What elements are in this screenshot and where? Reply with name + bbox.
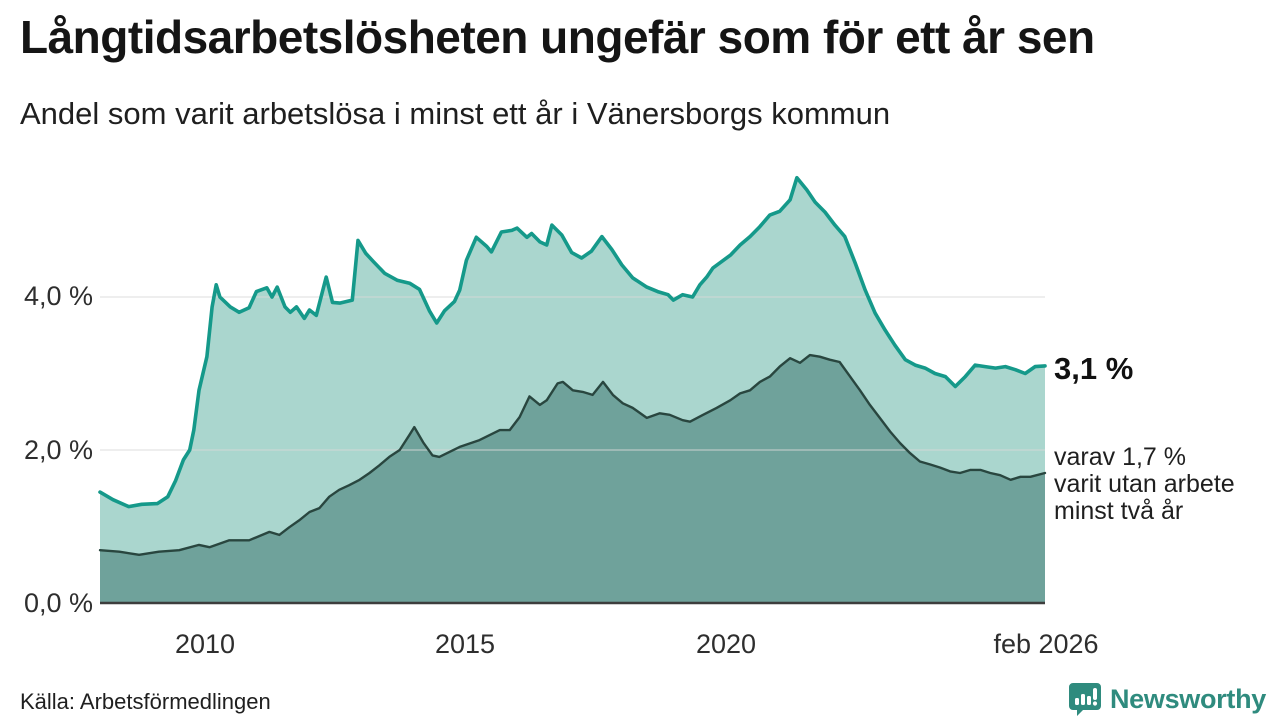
area-minst-tva-ar	[100, 355, 1045, 603]
annotation-subset-line2: varit utan arbete	[1054, 470, 1235, 498]
annotation-subset-value: varav 1,7 % varit utan arbete minst två …	[1054, 444, 1235, 525]
y-tick-4: 4,0 %	[23, 281, 93, 311]
x-tick-2020: 2020	[695, 629, 757, 659]
annotation-subset-line3: minst två år	[1054, 497, 1184, 525]
gridlines	[100, 296, 1045, 451]
page-title: Långtidsarbetslösheten ungefär som för e…	[20, 11, 1095, 63]
y-tick-2: 2,0 %	[23, 435, 93, 465]
x-tick-feb-2026: feb 2026	[993, 629, 1099, 659]
x-tick-2015: 2015	[434, 629, 496, 659]
newsworthy-bubble-icon	[1068, 683, 1101, 716]
line-minst-tva-ar	[98, 353, 1047, 556]
line-minst-ett-ar	[98, 175, 1047, 509]
page-subtitle: Andel som varit arbetslösa i minst ett å…	[20, 96, 891, 131]
newsworthy-logo: Newsworthy	[1068, 682, 1266, 716]
annotation-subset-line1: varav 1,7 %	[1054, 443, 1187, 471]
source-credit: Källa: Arbetsförmedlingen	[20, 689, 271, 714]
annotation-total-value: 3,1 %	[1054, 351, 1134, 386]
y-tick-0: 0,0 %	[23, 588, 93, 618]
x-tick-2010: 2010	[174, 629, 236, 659]
newsworthy-logo-text: Newsworthy	[1109, 683, 1266, 714]
